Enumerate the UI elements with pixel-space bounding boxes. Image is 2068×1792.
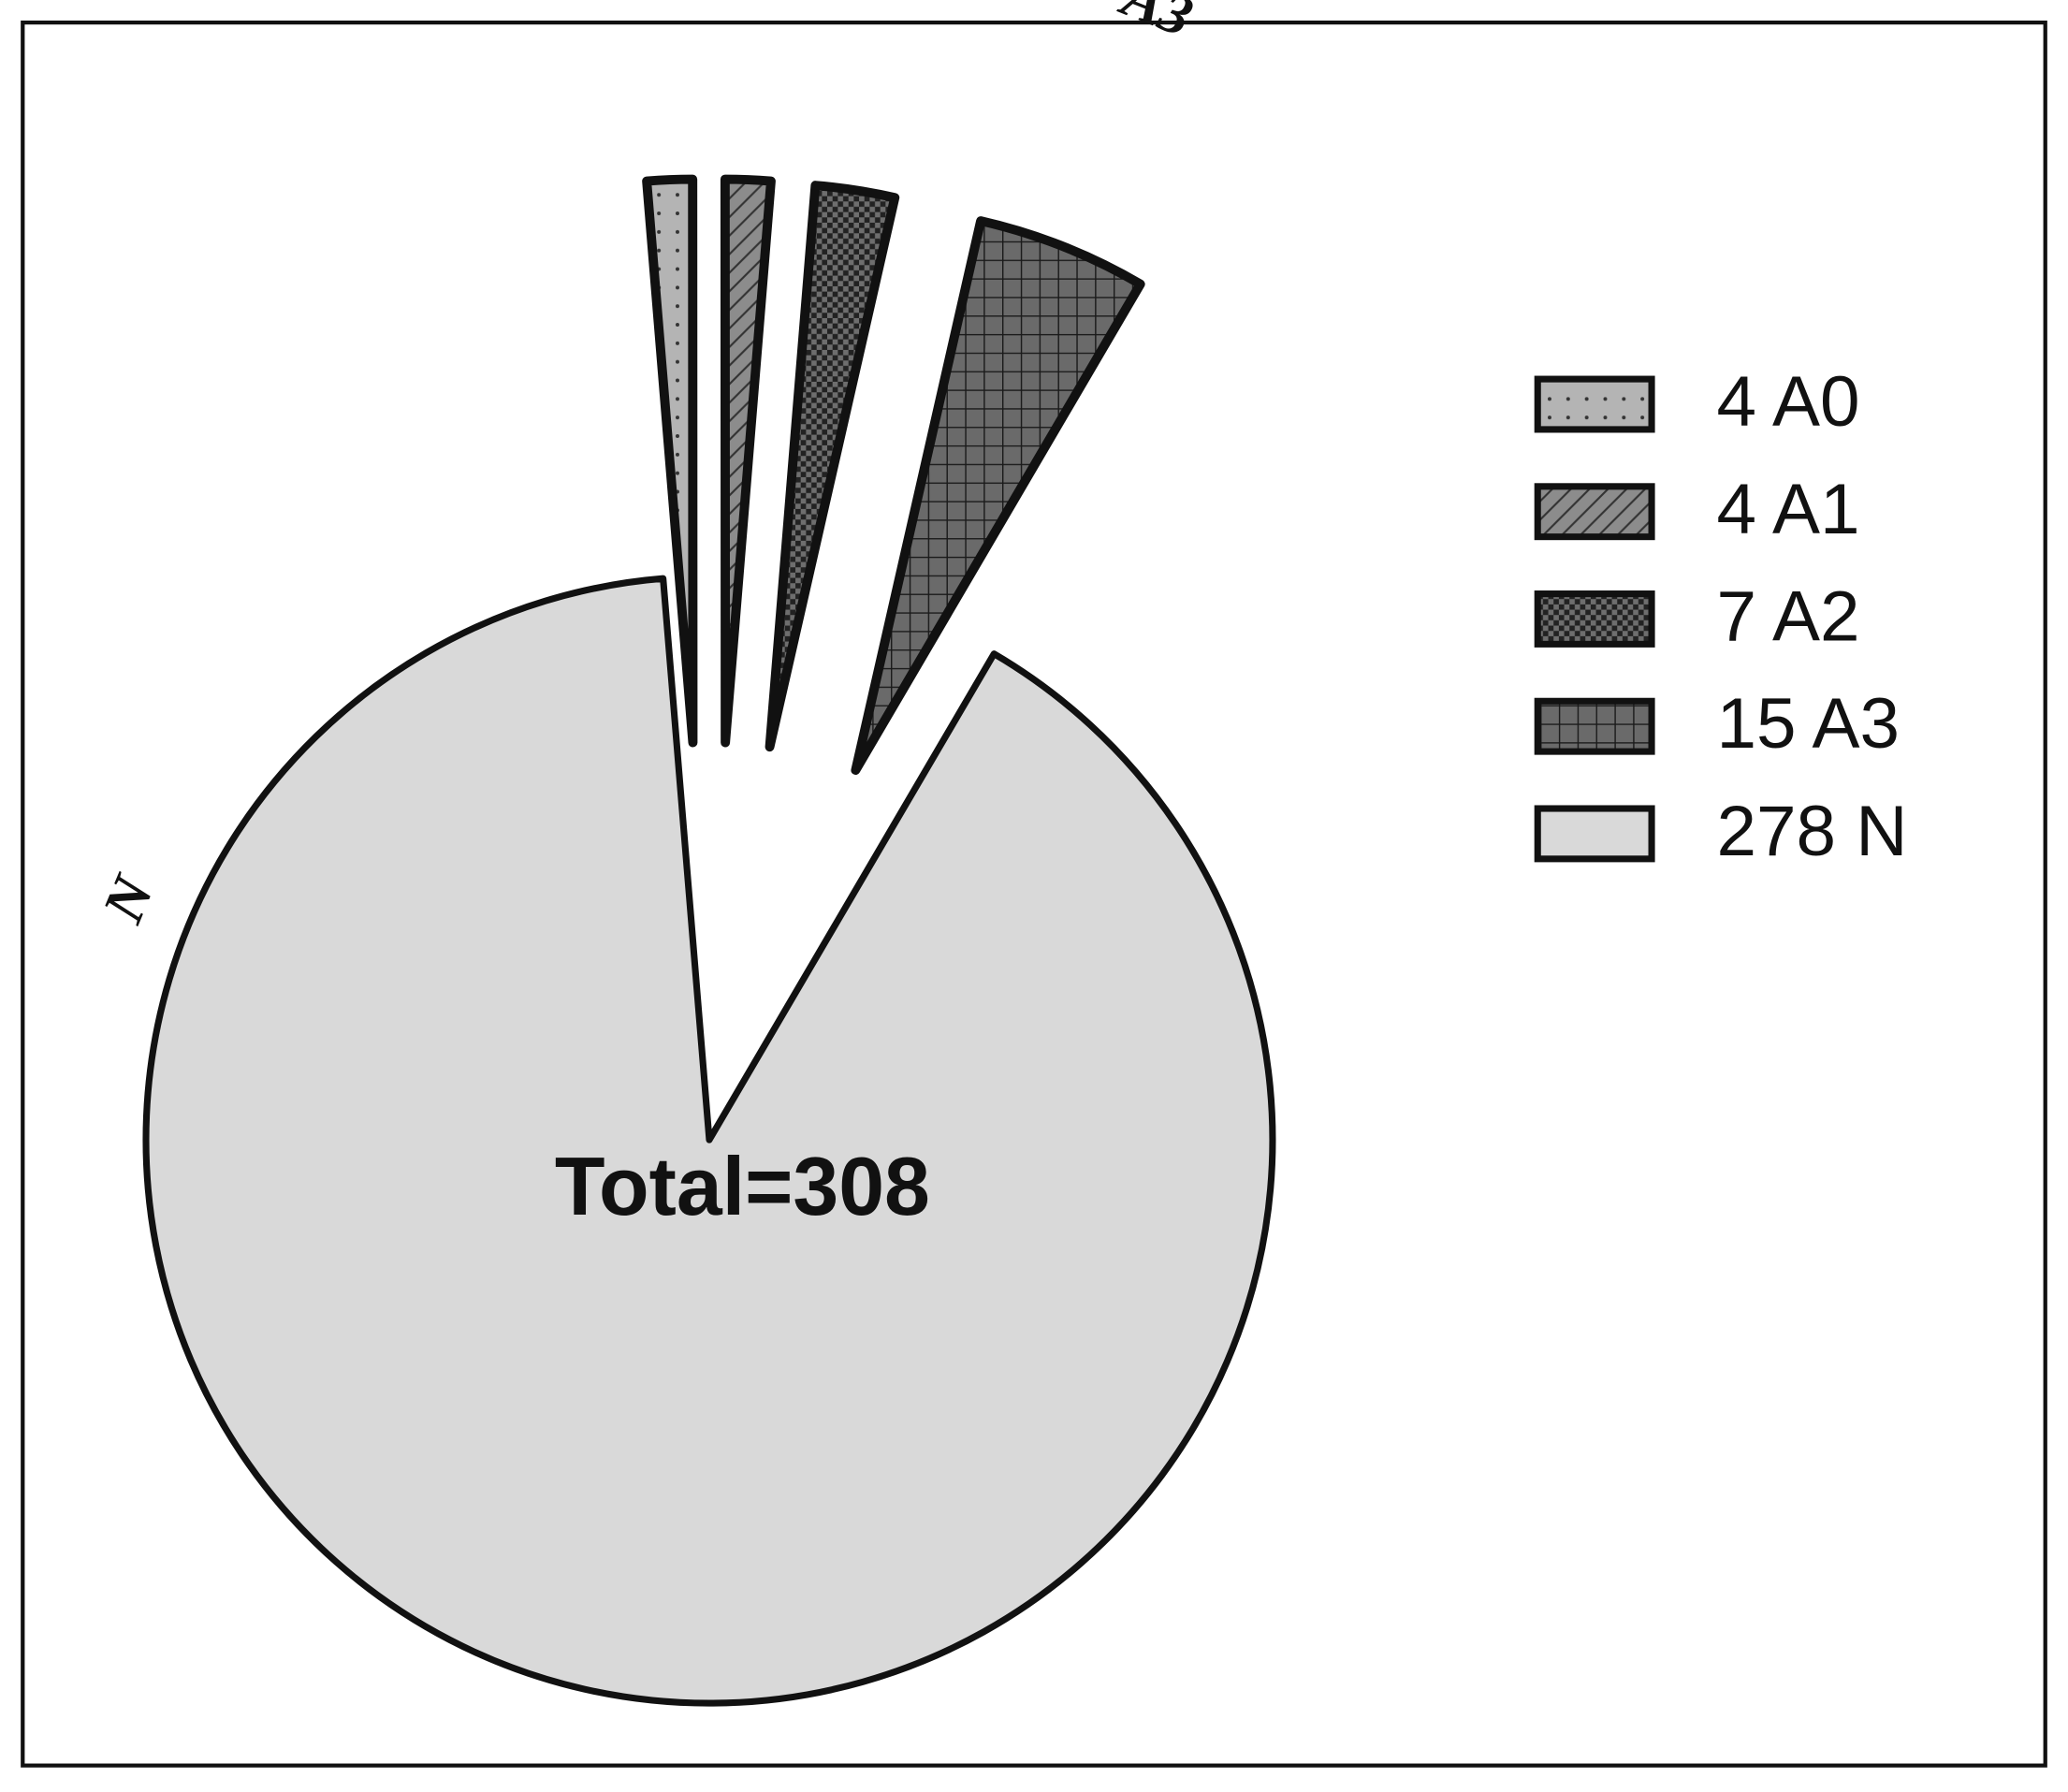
legend-label: 4 A1 bbox=[1716, 470, 1859, 549]
legend-swatch bbox=[1534, 590, 1655, 648]
total-annotation: Total=308 bbox=[555, 1141, 930, 1232]
legend-label: 7 A2 bbox=[1716, 577, 1859, 657]
legend-label: 278 N bbox=[1716, 792, 1907, 871]
legend-swatch bbox=[1534, 697, 1655, 755]
legend-label: 15 A3 bbox=[1716, 684, 1900, 764]
pie-slice bbox=[851, 216, 1145, 775]
legend-swatch bbox=[1534, 805, 1655, 863]
pie-slice bbox=[142, 575, 1276, 1707]
pie-slice bbox=[720, 174, 776, 748]
legend-label: 4 A0 bbox=[1716, 362, 1859, 442]
pie-slice bbox=[642, 174, 698, 748]
legend-swatch bbox=[1534, 375, 1655, 433]
pie-slice bbox=[765, 181, 900, 752]
legend-swatch bbox=[1534, 483, 1655, 541]
